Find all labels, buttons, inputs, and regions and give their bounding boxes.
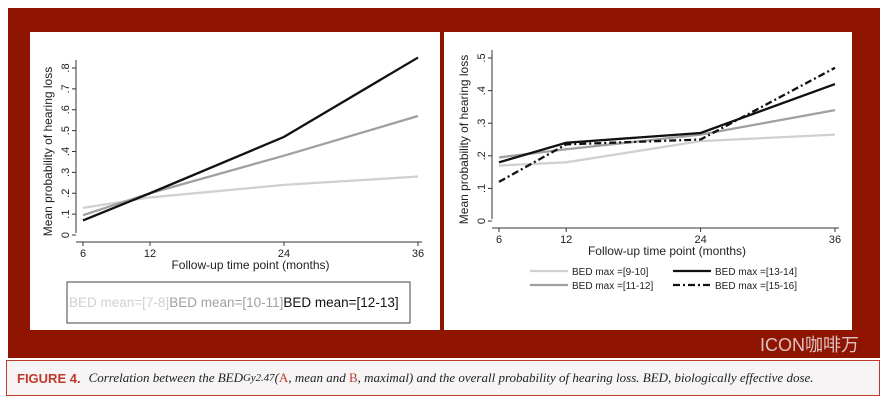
series-line-bed-max-13-14- [498,82,836,164]
y-tick-label: .3 [476,119,488,128]
legend-entry: BED max =[13-14] [715,267,797,278]
caption-text: , mean and [288,370,349,385]
legend: BED mean=[7-8]BED mean=[10-11]BED mean=[… [69,295,399,310]
series-line-bed-max-15-16- [498,66,836,183]
caption-panel-b-ref: B [348,370,358,385]
caption-text: Correlation between the BED [88,370,243,385]
y-tick-label: .4 [60,147,72,156]
y-tick-label: .6 [60,105,72,114]
x-axis-label: Follow-up time point (months) [171,258,329,272]
panel-b [444,32,852,330]
x-tick-label: 12 [560,234,572,246]
y-tick-label: .2 [60,189,72,198]
x-axis-label: Follow-up time point (months) [588,244,746,258]
y-tick-label: .2 [476,151,488,160]
caption-sub: Gy2.47 [243,372,275,384]
y-tick-label: .8 [60,63,72,72]
x-tick-label: 24 [278,248,290,260]
y-tick-label: .1 [60,210,72,219]
y-tick-label: 0 [60,232,72,238]
series-line-bed-max-9-10- [498,133,836,167]
x-tick-label: 24 [694,234,706,246]
legend-entry: BED mean=[7-8] [69,295,169,310]
watermark: ICON咖啡万 [760,335,859,355]
y-tick-label: .5 [60,126,72,135]
series-line-bed-mean-10-11- [82,114,419,217]
series-line-bed-mean-7-8- [82,175,419,209]
x-tick-label: 36 [829,234,841,246]
y-tick-label: .3 [60,168,72,177]
y-tick-label: .1 [476,184,488,193]
x-tick-label: 6 [496,234,502,246]
caption-text: , maximal) and the overall probability o… [357,370,814,385]
panel-a [30,32,440,330]
x-tick-label: 6 [80,248,86,260]
legend-entry: BED mean=[12-13] [283,295,398,310]
legend-entry: BED max =[9-10] [572,267,649,278]
series-line-bed-mean-12-13- [82,56,419,222]
y-tick-label: .4 [476,86,488,95]
y-tick-label: 0 [476,218,488,224]
figure-caption: FIGURE 4. Correlation between the BED Gy2… [6,360,880,396]
y-tick-label: .7 [60,84,72,93]
caption-text: ( [274,370,279,385]
series-line-bed-max-11-12- [498,109,836,159]
legend-entry: BED max =[15-16] [715,281,797,292]
x-tick-label: 36 [412,248,424,260]
x-tick-label: 12 [144,248,156,260]
caption-panel-a-ref: A [278,370,289,385]
legend-entry: BED mean=[10-11] [169,295,283,310]
legend-entry: BED max =[11-12] [572,281,653,292]
legend-box [66,281,411,324]
y-axis-label: Mean probability of hearing loss [457,55,471,224]
y-axis-label: Mean probability of hearing loss [41,67,55,236]
caption-label: FIGURE 4. [17,370,81,386]
y-tick-label: .5 [476,53,488,62]
